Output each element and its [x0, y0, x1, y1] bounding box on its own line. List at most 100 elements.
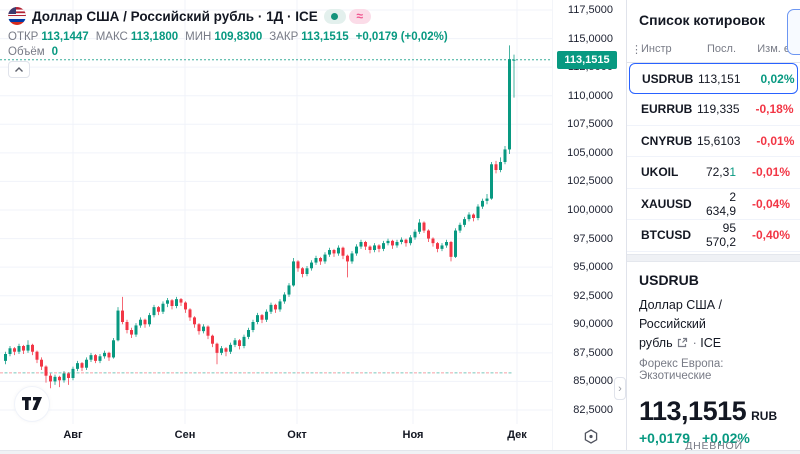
price-tick-label: 87,5000	[573, 346, 613, 359]
change-cell: -0,01%	[756, 133, 795, 148]
symbol-info-name: Доллар США / Российский рубль · ICE	[639, 296, 788, 354]
tradingview-logo[interactable]	[14, 386, 50, 422]
last-price-cell: 2 634,9	[705, 189, 736, 218]
change-cell: 0,02%	[760, 71, 795, 86]
ohlc-value: 113,1515	[301, 30, 349, 43]
col-instrument[interactable]: Инстр	[641, 43, 672, 55]
watchlist-header: ⋮ Инстр Посл. Изм. е	[627, 36, 800, 62]
change-value: +0,0179 (+0,02%)	[355, 30, 448, 43]
session-label: ДНЕВНОЙ	[685, 440, 743, 452]
ohlc-label: МИН	[185, 30, 212, 43]
usdrub-flag-icon	[8, 7, 26, 25]
change-cell: -0,18%	[755, 102, 794, 117]
legend-collapse-button[interactable]	[8, 61, 30, 78]
separator-dot: ·	[692, 335, 697, 350]
candlestick-canvas[interactable]	[0, 0, 620, 454]
watchlist-row-xauusd[interactable]: XAUUSD 2 634,9 -0,04%	[627, 189, 800, 220]
sector-label: Форекс Европа: Экзотические	[639, 357, 724, 382]
price-tick-label: 105,0000	[567, 146, 613, 159]
axis-settings-gear-icon[interactable]	[582, 428, 600, 446]
market-open-dot-icon	[323, 8, 346, 24]
month-label: Дек	[507, 429, 527, 441]
kebab-menu-icon[interactable]: ⋮	[631, 42, 642, 56]
last-price-cell: 95 570,2	[705, 221, 736, 250]
time-axis[interactable]: Авг Сен Окт Ноя Дек	[0, 424, 552, 448]
price-tick-label: 90,0000	[573, 318, 613, 331]
price-tick-label: 115,0000	[567, 32, 613, 45]
price-tick-label: 95,0000	[573, 261, 613, 274]
col-last[interactable]: Посл.	[707, 43, 736, 55]
current-price-label: 113,1515	[557, 50, 617, 69]
month-label: Ноя	[402, 429, 424, 441]
watchlist-title: Список котировок	[639, 12, 765, 28]
price-tick-label: 117,5000	[567, 4, 613, 16]
ticker-label: USDRUB	[642, 71, 694, 86]
change-cell: -0,04%	[751, 196, 790, 211]
watchlist-row-ukoil[interactable]: UKOIL 72,31 -0,01%	[627, 157, 800, 189]
price-axis[interactable]: 113,1515 117,5000115,0000112,5000110,000…	[552, 0, 620, 454]
price-tick-label: 110,0000	[567, 89, 613, 102]
bottom-edge	[0, 450, 800, 454]
external-link-icon[interactable]	[677, 335, 688, 354]
symbol-info-ticker[interactable]: USDRUB	[639, 271, 699, 288]
ohlc-value: 113,1447	[41, 30, 89, 43]
ohlc-row: ОТКР 113,1447 МАКС 113,1800 МИН 109,8300 ЗАКР 1…	[8, 29, 448, 44]
change-cell: -0,01%	[751, 165, 790, 180]
tradingview-logo-icon	[22, 397, 42, 410]
price-tick-label: 100,0000	[567, 204, 613, 216]
ohlc-label: ОТКР	[8, 30, 39, 43]
section-divider	[627, 253, 800, 262]
chart-legend: Доллар США / Российский рубль · 1Д · ICE…	[8, 6, 448, 61]
price-tick-label: 85,0000	[573, 375, 613, 388]
change-cell: -0,40%	[751, 228, 790, 243]
col-change[interactable]: Изм. е	[757, 43, 790, 55]
last-price: 113,1515	[639, 395, 747, 426]
price-tick-label: 107,5000	[567, 118, 613, 131]
watchlist-rows: USDRUB 113,151 0,02% EURRUB 119,335 -0,18% CNY…	[627, 63, 800, 252]
chart-pane: Доллар США / Российский рубль · 1Д · ICE…	[0, 0, 620, 454]
last-digit-tick: 1	[729, 165, 736, 180]
ticker-label: XAUUSD	[641, 196, 692, 211]
ohlc-label: ЗАКР	[269, 30, 299, 43]
panel-collapse-handle[interactable]: ›	[614, 377, 626, 400]
month-label: Окт	[287, 429, 307, 441]
watchlist-row-usdrub[interactable]: USDRUB 113,151 0,02%	[629, 63, 798, 94]
price-tick-label: 82,5000	[573, 404, 613, 416]
change-absolute: +0,0179	[639, 429, 690, 446]
ticker-label: BTCUSD	[641, 228, 691, 243]
watchlist-panel: Список котировок ⋮ Инстр Посл. Изм. е US…	[626, 0, 800, 454]
price-tick-label: 102,5000	[567, 175, 613, 188]
exchange-label: ICE	[700, 335, 722, 350]
watchlist-row-eurrub[interactable]: EURRUB 119,335 -0,18%	[627, 94, 800, 126]
ohlc-value: 109,8300	[214, 30, 263, 43]
month-label: Авг	[63, 429, 83, 441]
last-price-cell: 72,31	[705, 165, 736, 180]
price-change: +0,0179 +0,02%	[639, 430, 788, 446]
price-tick-label: 97,5000	[573, 232, 613, 245]
symbol-title[interactable]: Доллар США / Российский рубль · 1Д · ICE	[32, 8, 318, 24]
ticker-label: UKOIL	[641, 165, 679, 180]
currency-label: RUB	[751, 408, 778, 423]
watchlist-row-btcusd[interactable]: BTCUSD 95 570,2 -0,40%	[627, 220, 800, 252]
divider	[627, 62, 800, 63]
volume-label: Объём	[8, 46, 45, 58]
chevron-up-icon	[15, 67, 23, 72]
symbol-name-line1: Доллар США / Российский	[639, 297, 723, 331]
change-percent: +0,02%	[702, 429, 750, 446]
approx-data-badge[interactable]: ≈	[348, 8, 371, 24]
last-price-cell: 15,6103	[697, 133, 741, 148]
watchlist-row-cnyrub[interactable]: CNYRUB 15,6103 -0,01%	[627, 126, 800, 157]
ticker-label: EURRUB	[641, 102, 693, 117]
ohlc-label: МАКС	[95, 30, 128, 43]
volume-row: Объём 0	[8, 46, 448, 61]
panel-corner-button[interactable]	[787, 9, 800, 55]
ohlc-value: 113,1800	[130, 30, 179, 43]
price-tick-label: 92,5000	[573, 289, 613, 302]
month-label: Сен	[174, 429, 196, 441]
symbol-info: USDRUB Доллар США / Российский рубль · I…	[627, 262, 800, 454]
volume-value: 0	[51, 46, 59, 58]
ticker-label: CNYRUB	[641, 133, 693, 148]
symbol-name-line2: рубль	[639, 335, 673, 350]
last-price-cell: 119,335	[697, 102, 740, 117]
